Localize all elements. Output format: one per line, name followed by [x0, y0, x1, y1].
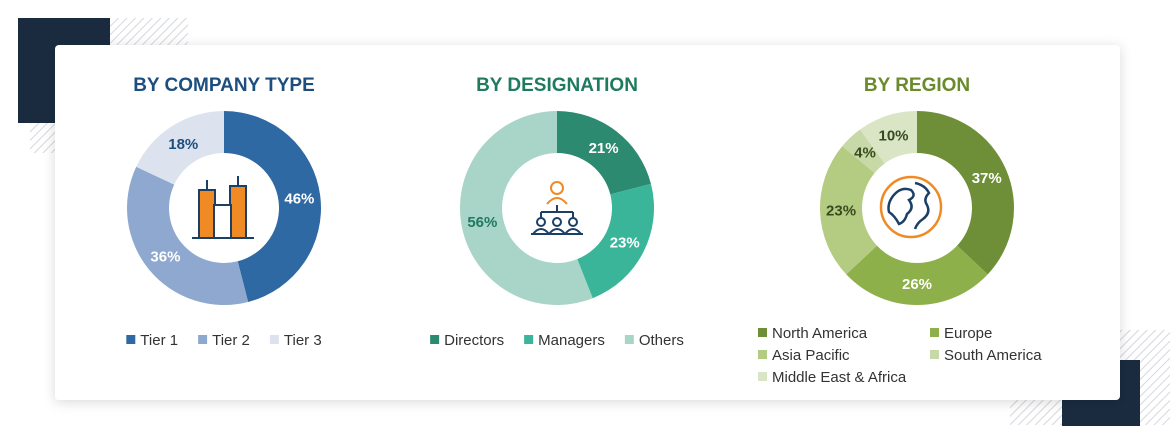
legend: Tier 1 Tier 2 Tier 3 [126, 332, 322, 349]
donut-slice [557, 111, 651, 195]
legend-label: North America [772, 325, 868, 342]
legend-label: Tier 3 [284, 332, 322, 349]
slice-label: 21% [589, 140, 619, 157]
legend-swatch [198, 335, 208, 344]
legend: North America Europe Asia Pacific South Ame… [758, 325, 1042, 386]
legend-label: Tier 1 [140, 332, 178, 349]
chart-title: BY DESIGNATION [476, 75, 638, 96]
slice-label: 46% [284, 190, 314, 207]
legend-label: Asia Pacific [772, 347, 850, 364]
slice-label: 23% [826, 202, 856, 219]
legend-swatch [126, 335, 136, 344]
slice-label: 37% [972, 170, 1002, 187]
donut-slice [224, 111, 322, 302]
legend-swatch [930, 350, 939, 359]
legend-swatch [624, 335, 634, 344]
icon-buildings [192, 176, 254, 239]
donut-slice [820, 146, 877, 275]
donut-slice [136, 111, 224, 185]
icon-globe [879, 175, 943, 239]
donut-slice [846, 245, 988, 305]
legend-label: South America [944, 347, 1042, 364]
icon-people [531, 181, 583, 235]
donut-slice [917, 111, 1014, 275]
slice-label: 18% [168, 136, 198, 153]
chart-title: BY COMPANY TYPE [133, 75, 315, 96]
legend-label: Managers [538, 332, 605, 349]
slice-label: 4% [854, 145, 876, 162]
slice-label: 10% [878, 128, 908, 145]
legend-swatch [758, 350, 767, 359]
decor-hatch [30, 123, 55, 153]
legend-swatch [269, 335, 279, 344]
donut-slice [859, 111, 917, 164]
donut-slice [126, 166, 249, 306]
legend: Directors Managers Others [430, 332, 684, 349]
slice-label: 36% [150, 248, 180, 265]
legend-label: Middle East & Africa [772, 369, 907, 386]
legend-label: Tier 2 [212, 332, 250, 349]
legend-label: Europe [944, 325, 992, 342]
chart-title: BY REGION [864, 75, 970, 96]
legend-label: Others [639, 332, 684, 349]
slice-label: 23% [610, 234, 640, 251]
legend-swatch [758, 372, 767, 381]
legend-swatch [930, 328, 939, 337]
donut-slice [577, 183, 654, 299]
card [55, 45, 1120, 400]
legend-swatch [430, 335, 440, 344]
legend-swatch [524, 335, 534, 344]
legend-swatch [758, 328, 767, 337]
slice-label: 26% [902, 276, 932, 293]
decor-hatch [110, 18, 188, 46]
donut-slice [842, 129, 885, 173]
slice-label: 56% [467, 214, 497, 231]
donut-slice [459, 111, 593, 306]
legend-label: Directors [444, 332, 504, 349]
